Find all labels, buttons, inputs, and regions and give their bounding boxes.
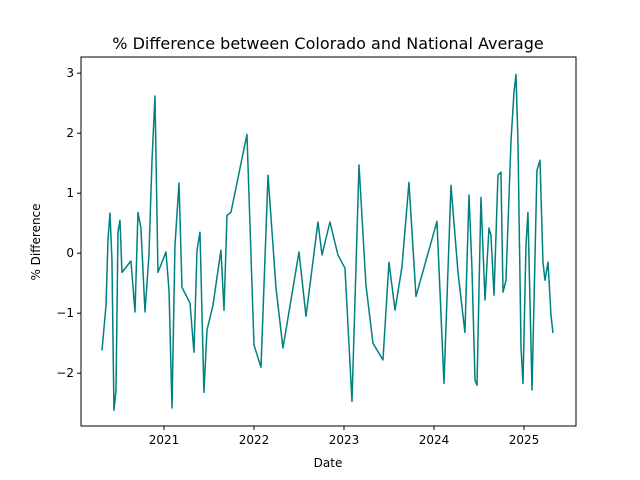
x-tick-label: 2022 <box>239 433 270 447</box>
y-tick-label: 1 <box>66 186 74 200</box>
x-tick-label: 2023 <box>329 433 360 447</box>
x-tick-label: 2024 <box>419 433 450 447</box>
y-tick-label: 2 <box>66 126 74 140</box>
y-axis-label: % Difference <box>29 203 43 280</box>
x-axis-label: Date <box>314 456 343 470</box>
x-tick-label: 2025 <box>509 433 540 447</box>
y-tick-label: 0 <box>66 246 74 260</box>
x-tick-label: 2021 <box>149 433 180 447</box>
y-tick-label: −1 <box>56 306 74 320</box>
data-line <box>101 73 554 412</box>
plot-frame <box>80 56 577 427</box>
y-tick-label: 3 <box>66 66 74 80</box>
y-tick-label: −2 <box>56 366 74 380</box>
chart-title: % Difference between Colorado and Nation… <box>112 34 543 53</box>
